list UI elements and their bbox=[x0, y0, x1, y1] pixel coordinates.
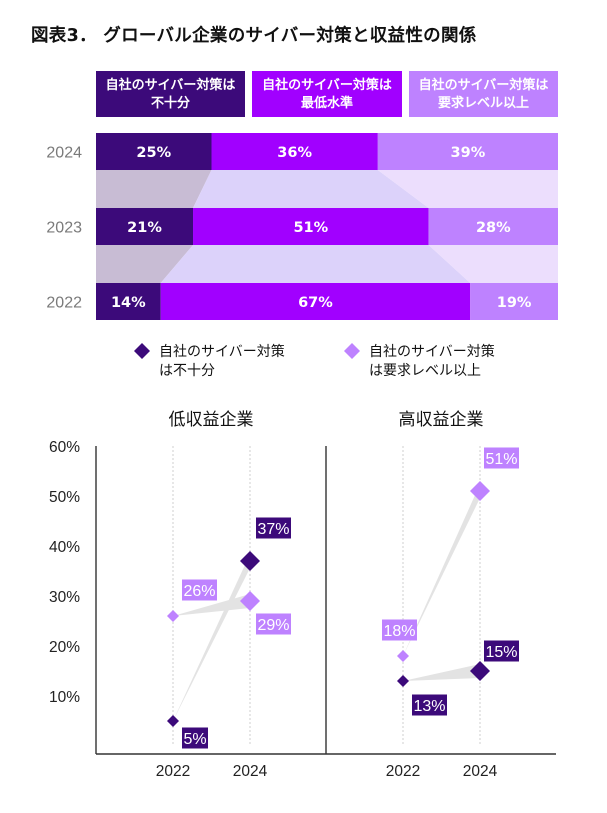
data-label: 5% bbox=[183, 731, 206, 748]
panel-title: 高収益企業 bbox=[399, 410, 484, 430]
legend-header-label: 自社のサイバー対策は bbox=[106, 77, 236, 93]
legend-header-label: 不十分 bbox=[151, 95, 190, 111]
change-connector bbox=[403, 484, 480, 656]
legend-label: は要求レベル以上 bbox=[369, 363, 481, 379]
y-tick-label: 60% bbox=[49, 439, 80, 456]
data-label: 26% bbox=[183, 583, 215, 600]
year-label: 2024 bbox=[46, 145, 82, 162]
bar-value-label: 21% bbox=[127, 220, 162, 236]
bar-segment bbox=[160, 283, 471, 320]
legend-label: 自社のサイバー対策 bbox=[159, 343, 285, 360]
legend-header-label: 自社のサイバー対策は bbox=[419, 77, 549, 93]
bar-value-label: 25% bbox=[136, 145, 171, 161]
bar-value-label: 39% bbox=[451, 145, 486, 161]
legend-diamond-icon bbox=[344, 343, 360, 359]
connector-band bbox=[160, 245, 471, 283]
legend-header-box bbox=[252, 71, 402, 117]
bar-segment bbox=[428, 208, 558, 245]
data-point-marker bbox=[470, 481, 490, 501]
data-point-marker bbox=[470, 661, 490, 681]
year-label: 2022 bbox=[46, 295, 82, 312]
bar-value-label: 51% bbox=[293, 220, 328, 236]
data-label-box bbox=[412, 694, 447, 716]
bar-segment bbox=[96, 283, 161, 320]
bar-value-label: 28% bbox=[476, 220, 511, 236]
data-label-box bbox=[484, 447, 519, 469]
connector-band bbox=[96, 245, 194, 283]
year-label: 2023 bbox=[46, 220, 82, 237]
y-tick-label: 20% bbox=[49, 639, 80, 656]
data-label: 13% bbox=[413, 698, 445, 715]
bar-segment bbox=[470, 283, 558, 320]
bar-value-label: 19% bbox=[497, 295, 532, 311]
bar-segment bbox=[193, 208, 429, 245]
data-point-marker bbox=[240, 591, 260, 611]
data-label: 15% bbox=[485, 644, 517, 661]
bar-value-label: 36% bbox=[277, 145, 312, 161]
connector-band bbox=[193, 170, 429, 208]
connector-band bbox=[96, 170, 212, 208]
x-tick-label: 2022 bbox=[386, 763, 420, 780]
data-label: 18% bbox=[383, 623, 415, 640]
bar-value-label: 14% bbox=[111, 295, 146, 311]
legend-label: は不十分 bbox=[159, 363, 215, 379]
connector-band bbox=[428, 245, 558, 283]
data-label: 37% bbox=[257, 521, 289, 538]
legend-header-box bbox=[409, 71, 558, 117]
change-connector bbox=[173, 594, 250, 616]
legend-header-box bbox=[96, 71, 245, 117]
change-connector bbox=[403, 664, 480, 681]
data-point-marker bbox=[167, 610, 179, 622]
data-label-box bbox=[484, 640, 519, 662]
legend-header-label: 自社のサイバー対策は bbox=[262, 77, 392, 93]
legend-diamond-icon bbox=[134, 343, 150, 359]
legend-header-label: 要求レベル以上 bbox=[438, 95, 529, 111]
scatter-panels: 10% 20% 30% 40% 50% 60% 低収益企業 2022 2024 5% 37% 26% 2… bbox=[49, 410, 556, 780]
x-tick-label: 2024 bbox=[463, 763, 498, 780]
y-tick-label: 40% bbox=[49, 539, 80, 556]
data-label-box bbox=[382, 619, 417, 641]
chart-title: 図表3． グローバル企業のサイバー対策と収益性の関係 bbox=[31, 26, 477, 46]
data-point-marker bbox=[397, 675, 409, 687]
x-tick-label: 2024 bbox=[233, 763, 268, 780]
data-point-marker bbox=[167, 715, 179, 727]
y-tick-label: 30% bbox=[49, 589, 80, 606]
data-point-marker bbox=[397, 650, 409, 662]
data-label: 51% bbox=[485, 451, 517, 468]
x-tick-label: 2022 bbox=[156, 763, 190, 780]
bar-segment bbox=[377, 133, 558, 170]
data-label-box bbox=[182, 727, 208, 749]
data-point-marker bbox=[240, 551, 260, 571]
y-tick-label: 10% bbox=[49, 689, 80, 706]
data-label-box bbox=[256, 613, 291, 635]
y-tick-label: 50% bbox=[49, 489, 80, 506]
data-label: 29% bbox=[257, 617, 289, 634]
panel-title: 低収益企業 bbox=[169, 410, 254, 430]
bar-segment bbox=[211, 133, 378, 170]
stacked-bar-chart: 自社のサイバー対策は不十分自社のサイバー対策は最低水準自社のサイバー対策は要求レ… bbox=[46, 71, 558, 320]
bar-segment bbox=[96, 133, 212, 170]
legend-header-label: 最低水準 bbox=[301, 95, 353, 111]
legend-label: 自社のサイバー対策 bbox=[369, 343, 495, 360]
change-connector bbox=[173, 554, 250, 721]
data-label-box bbox=[256, 517, 291, 539]
connector-band bbox=[377, 170, 558, 208]
bar-segment bbox=[96, 208, 194, 245]
bar-value-label: 67% bbox=[298, 295, 333, 311]
data-label-box bbox=[182, 579, 217, 601]
